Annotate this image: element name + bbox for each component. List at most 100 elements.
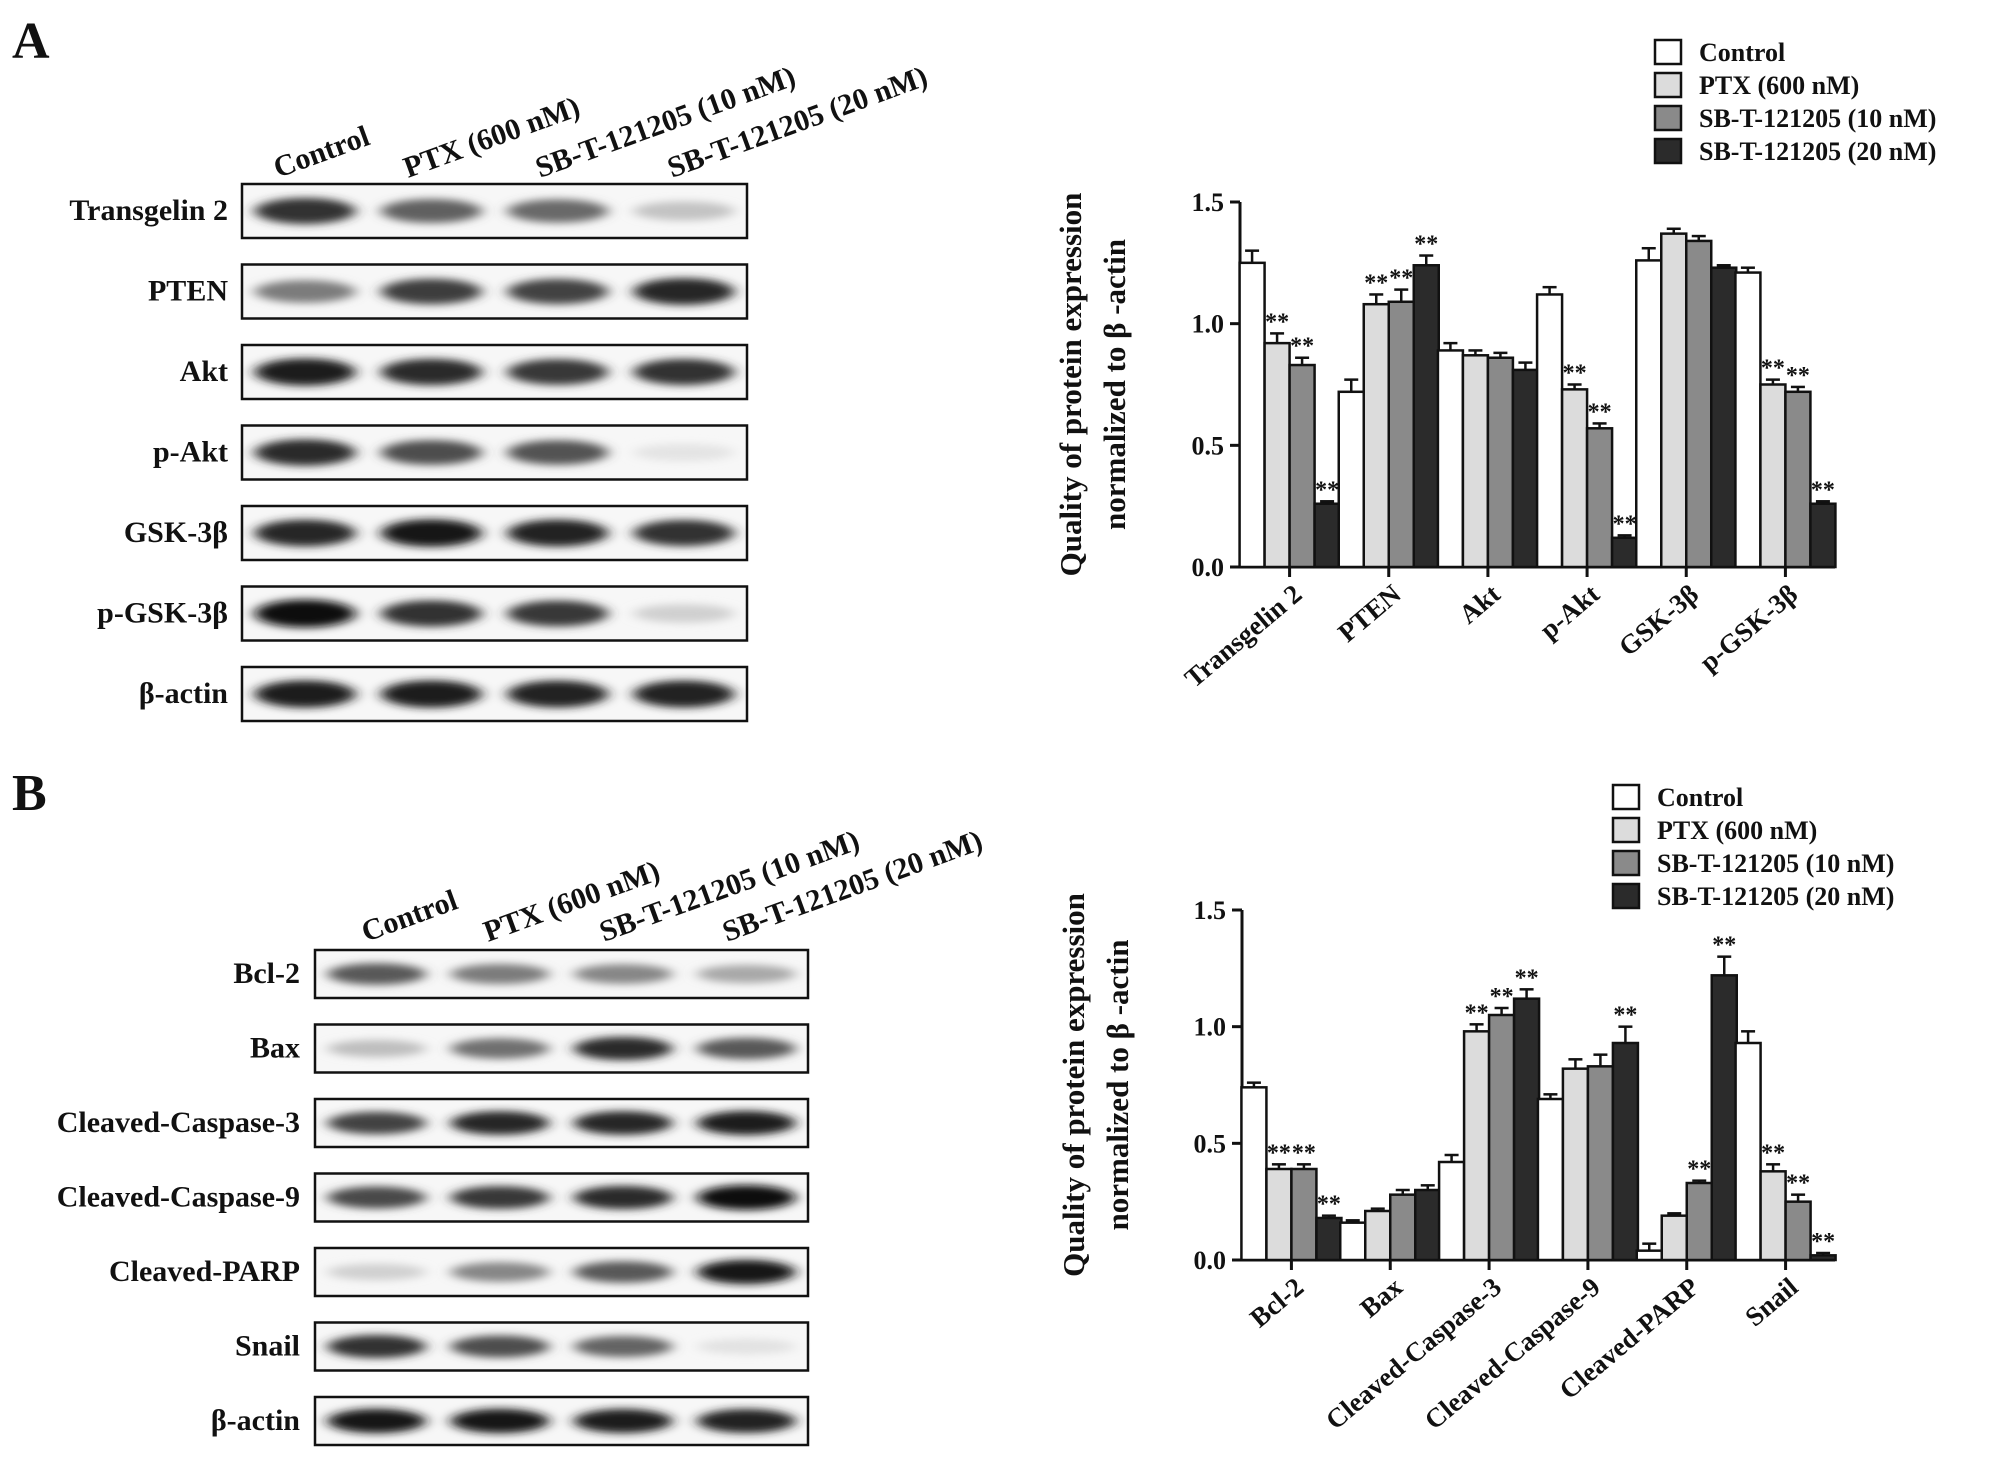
bar <box>1611 1041 1640 1262</box>
significance-label: ** <box>1786 363 1810 389</box>
row-label-snail: Snail <box>235 1330 300 1363</box>
blot-band <box>573 1036 673 1061</box>
bar <box>1387 300 1415 569</box>
y-tick-label: 1.0 <box>1194 1013 1227 1042</box>
bar <box>1635 1249 1663 1262</box>
bar <box>1337 390 1365 569</box>
row-label-cleaved-parp: Cleaved-PARP <box>109 1255 300 1288</box>
bar <box>1288 363 1316 569</box>
bar <box>1412 264 1440 569</box>
x-tick-label: p-GSK-3β <box>1694 579 1803 678</box>
bar <box>1389 1193 1417 1262</box>
blot-band <box>507 359 609 385</box>
bar <box>1512 997 1541 1262</box>
bar <box>1263 341 1291 569</box>
blot-band <box>507 440 609 465</box>
blot-band <box>507 680 609 708</box>
blot-band <box>254 680 356 708</box>
significance-label: ** <box>1317 1192 1341 1218</box>
significance-label: ** <box>1786 1171 1810 1197</box>
western-blot-a: Control PTX (600 nM)SB-T-121205 (10 nM)SB… <box>69 60 932 723</box>
blot-band <box>633 604 735 623</box>
significance-label: ** <box>1687 1157 1711 1183</box>
blot-band <box>380 440 482 465</box>
bar <box>1238 261 1266 569</box>
blot-band <box>254 280 356 303</box>
legend-label: PTX (600 nM) <box>1699 71 1859 100</box>
blot-band <box>327 1111 426 1135</box>
blot-band <box>380 199 482 223</box>
x-tick-label: GSK-3β <box>1613 579 1704 662</box>
blot-band <box>380 600 482 627</box>
significance-label: ** <box>1292 1140 1316 1166</box>
blot-band <box>507 600 609 627</box>
bar <box>1660 1214 1688 1262</box>
row-label-bax: Bax <box>250 1032 300 1065</box>
bar <box>1313 502 1341 569</box>
blot-band <box>697 1037 796 1060</box>
bar <box>1660 232 1688 569</box>
blot-band <box>633 443 735 462</box>
blot-band <box>633 519 735 547</box>
x-tick-label: PTEN <box>1332 578 1407 648</box>
row-label-akt: Akt <box>180 355 228 388</box>
x-tick-label: Snail <box>1739 1271 1804 1332</box>
legend-label: Control <box>1699 38 1785 67</box>
legend-label: Control <box>1657 783 1743 812</box>
blot-band <box>450 1038 550 1059</box>
legend-swatch <box>1611 849 1641 877</box>
blot-band <box>633 201 735 221</box>
blot-band <box>254 358 356 386</box>
y-tick-label: 0.0 <box>1194 1246 1227 1275</box>
blot-band <box>327 1263 426 1281</box>
bar <box>1585 427 1614 569</box>
row-label-p-gsk-3: p-GSK-3β <box>97 597 228 630</box>
bar <box>1710 266 1738 569</box>
significance-label: ** <box>1613 1003 1637 1029</box>
legend-swatch <box>1653 137 1683 165</box>
bar <box>1436 349 1465 569</box>
bar <box>1265 1167 1293 1262</box>
y-axis-title: Quality of protein expression <box>1056 893 1091 1277</box>
significance-label: ** <box>1613 511 1637 537</box>
panel-b: B Control PTX (600 nM)SB-T-121205 (10 nM)… <box>12 765 1894 1447</box>
x-tick-label: Cleaved-Caspase-3 <box>1320 1272 1507 1436</box>
blot-band <box>450 963 550 985</box>
significance-label: ** <box>1761 356 1785 382</box>
significance-label: ** <box>1811 1229 1835 1255</box>
y-tick-label: 0.0 <box>1192 553 1225 582</box>
y-tick-label: 1.0 <box>1192 310 1225 339</box>
y-tick-label: 0.5 <box>1194 1129 1227 1158</box>
bar <box>1685 1181 1713 1262</box>
row-label-bcl-2: Bcl-2 <box>233 957 300 990</box>
row-label-gsk-3: GSK-3β <box>124 516 228 549</box>
row-label-cleaved-caspase-3: Cleaved-Caspase-3 <box>57 1106 300 1139</box>
row-label-transgelin-2: Transgelin 2 <box>69 194 228 227</box>
blot-band <box>697 964 796 984</box>
blot-band <box>697 1259 796 1285</box>
blot-band <box>697 1110 796 1136</box>
significance-label: ** <box>1389 266 1413 292</box>
significance-label: ** <box>1761 1140 1785 1166</box>
bar-chart-a: Quality of protein expression normalized … <box>1053 38 1936 693</box>
bar <box>1315 1216 1343 1262</box>
significance-label: ** <box>1290 334 1314 360</box>
bar <box>1734 271 1762 569</box>
bar <box>1461 354 1490 569</box>
bar-chart-b: Quality of protein expression normalized … <box>1056 783 1894 1435</box>
bar <box>1437 1160 1466 1262</box>
lane-label: Control <box>269 120 374 185</box>
blot-band <box>573 1261 673 1283</box>
blot-band <box>380 519 482 547</box>
significance-label: ** <box>1267 1140 1291 1166</box>
legend-swatch <box>1611 882 1641 910</box>
panel-label-a: A <box>12 13 50 70</box>
significance-label: ** <box>1414 232 1438 258</box>
blot-band <box>507 519 609 547</box>
legend-swatch <box>1653 38 1683 66</box>
blot-band <box>327 1334 426 1359</box>
bar <box>1809 502 1837 569</box>
legend-swatch <box>1611 783 1641 811</box>
panel-a: A Control PTX (600 nM)SB-T-121205 (10 nM)… <box>12 13 1936 723</box>
